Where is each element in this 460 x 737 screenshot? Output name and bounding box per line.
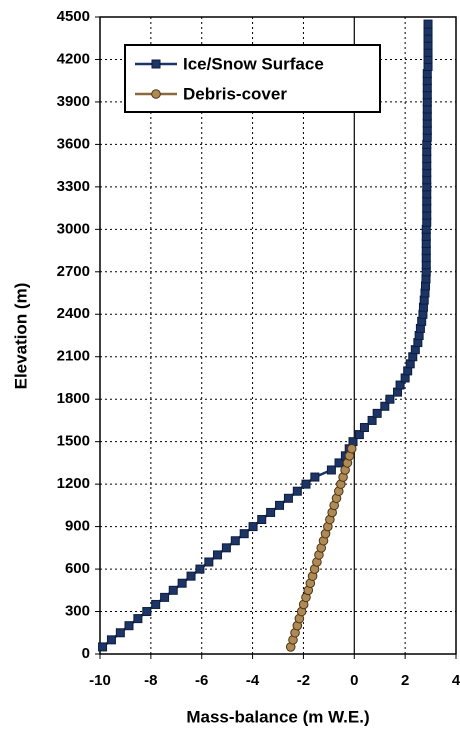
- y-tick-label: 300: [65, 603, 90, 620]
- y-tick-label: 0: [82, 645, 90, 662]
- marker: [230, 536, 240, 546]
- marker: [257, 515, 267, 525]
- marker: [346, 443, 357, 454]
- marker: [98, 642, 108, 652]
- legend-marker: [151, 59, 161, 69]
- x-tick-label: -6: [195, 672, 208, 689]
- marker: [160, 592, 170, 602]
- marker: [248, 522, 258, 532]
- marker: [372, 408, 382, 418]
- y-tick-label: 3000: [57, 220, 90, 237]
- legend-box: [124, 44, 381, 113]
- x-tick-label: -4: [246, 672, 260, 689]
- marker: [367, 415, 377, 425]
- marker: [326, 465, 336, 475]
- x-tick-label: -8: [144, 672, 157, 689]
- y-tick-label: 900: [65, 518, 90, 535]
- marker: [177, 578, 187, 588]
- y-tick-label: 4200: [57, 50, 90, 67]
- x-tick-label: -2: [297, 672, 310, 689]
- marker: [106, 635, 116, 645]
- legend-label: Debris-cover: [183, 84, 287, 103]
- marker: [124, 621, 134, 631]
- marker: [133, 614, 143, 624]
- marker: [283, 493, 293, 503]
- marker: [380, 401, 390, 411]
- y-tick-label: 1200: [57, 475, 90, 492]
- marker: [423, 19, 433, 29]
- x-axis-title: Mass-balance (m W.E.): [186, 707, 369, 726]
- x-tick-label: 2: [401, 672, 409, 689]
- marker: [292, 486, 302, 496]
- legend-label: Ice/Snow Surface: [183, 54, 324, 73]
- marker: [385, 394, 395, 404]
- y-tick-label: 2700: [57, 263, 90, 280]
- y-tick-label: 3900: [57, 93, 90, 110]
- legend-marker: [151, 89, 161, 99]
- marker: [239, 529, 249, 539]
- marker: [359, 423, 369, 433]
- y-axis-title: Elevation (m): [11, 283, 30, 390]
- marker: [151, 599, 161, 609]
- x-tick-label: 0: [350, 672, 358, 689]
- y-tick-label: 2100: [57, 348, 90, 365]
- marker: [186, 571, 196, 581]
- x-tick-label: 4: [452, 672, 460, 689]
- marker: [266, 507, 276, 517]
- marker: [221, 543, 231, 553]
- series-line: [101, 24, 430, 648]
- marker: [275, 500, 285, 510]
- marker: [310, 472, 320, 482]
- y-tick-label: 1500: [57, 433, 90, 450]
- y-tick-label: 600: [65, 560, 90, 577]
- marker: [301, 479, 311, 489]
- y-tick-label: 2400: [57, 305, 90, 322]
- marker: [395, 380, 405, 390]
- marker: [212, 550, 222, 560]
- y-tick-label: 3300: [57, 178, 90, 195]
- y-tick-label: 1800: [57, 390, 90, 407]
- y-tick-label: 3600: [57, 135, 90, 152]
- marker: [115, 628, 125, 638]
- x-tick-label: -10: [89, 672, 111, 689]
- marker: [142, 607, 152, 617]
- marker: [195, 564, 205, 574]
- y-tick-label: 4500: [57, 8, 90, 25]
- marker: [354, 430, 364, 440]
- plot-frame: [99, 16, 457, 655]
- marker: [204, 557, 214, 567]
- marker: [168, 585, 178, 595]
